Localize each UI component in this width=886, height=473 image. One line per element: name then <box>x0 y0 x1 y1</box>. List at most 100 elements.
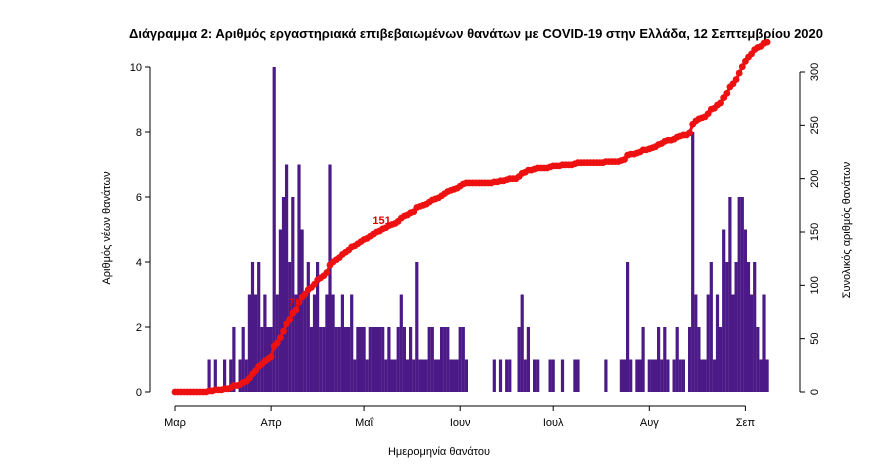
bar <box>281 197 286 392</box>
bar <box>272 67 276 392</box>
bar <box>223 359 227 392</box>
bar <box>229 359 233 392</box>
cumulative-point <box>763 38 771 46</box>
cumulative-point <box>323 269 331 276</box>
bar <box>533 359 537 392</box>
cumulative-point <box>267 353 275 361</box>
bar <box>244 359 248 392</box>
cumulative-point <box>735 69 743 77</box>
y2-tick-label: 200 <box>809 169 821 187</box>
bar <box>505 359 509 392</box>
bar <box>746 262 751 392</box>
y2-tick-label: 250 <box>809 116 821 134</box>
bar <box>536 359 540 392</box>
bar <box>629 359 633 392</box>
bar <box>694 294 698 392</box>
bar <box>371 327 375 392</box>
bar <box>294 294 298 392</box>
y-tick-label: 8 <box>136 127 142 139</box>
bar <box>635 359 639 392</box>
y2-tick-label: 150 <box>809 223 821 241</box>
bar <box>756 327 760 392</box>
bar <box>520 294 524 392</box>
cumulative-point <box>717 99 724 107</box>
bar <box>573 359 577 392</box>
bar <box>604 359 608 392</box>
y-tick-label: 2 <box>136 322 142 334</box>
bar <box>232 327 236 392</box>
bar <box>638 359 642 392</box>
bar <box>347 327 351 392</box>
bar <box>309 327 313 392</box>
x-tick-label: Ιουν <box>450 417 471 429</box>
chart-title: Διάγραμμα 2: Αριθμός εργαστηριακά επιβεβ… <box>129 26 823 41</box>
bar <box>697 327 701 392</box>
bar <box>353 359 357 392</box>
bar <box>350 294 354 392</box>
y-tick-label: 10 <box>130 62 142 74</box>
bar <box>436 359 441 392</box>
bar <box>551 359 555 392</box>
bar <box>461 327 465 392</box>
annotation-label: 302 <box>766 0 784 3</box>
bar <box>368 327 372 392</box>
bar <box>498 359 503 392</box>
annotation-label: 151 <box>372 215 390 227</box>
bar <box>421 359 425 392</box>
bar <box>319 327 323 392</box>
y2-tick-label: 0 <box>809 389 821 395</box>
bar <box>337 327 341 392</box>
bar <box>666 359 670 392</box>
bar <box>362 327 366 392</box>
bar <box>390 359 394 392</box>
annotation-label: 73 <box>289 297 301 309</box>
bar <box>409 327 413 392</box>
bar <box>626 262 630 392</box>
cumulative-point <box>277 334 284 341</box>
bar <box>288 262 292 392</box>
y2-tick-label: 100 <box>809 276 821 294</box>
bar <box>458 327 462 392</box>
bar <box>405 359 410 392</box>
bar <box>737 197 741 392</box>
bar <box>672 359 676 392</box>
bar <box>241 327 245 392</box>
bar <box>455 359 459 392</box>
bar <box>728 197 732 392</box>
bar <box>722 229 726 392</box>
bar <box>647 359 651 392</box>
bar <box>207 359 211 392</box>
bar <box>378 327 382 392</box>
bar <box>678 359 682 392</box>
bar <box>464 359 468 392</box>
bar <box>343 327 348 392</box>
x-tick-label: Απρ <box>261 417 282 429</box>
bar <box>700 359 704 392</box>
bar <box>576 359 580 392</box>
bar <box>328 164 332 392</box>
bar <box>334 327 338 392</box>
bar <box>548 359 552 392</box>
x-axis-label: Ημερομηνία θανάτου <box>388 446 490 458</box>
bar <box>427 327 431 392</box>
bar <box>331 294 335 392</box>
bar <box>303 294 307 392</box>
cumulative-point <box>292 306 300 314</box>
bar <box>691 132 695 392</box>
bar <box>743 229 747 392</box>
cumulative-point <box>738 63 746 71</box>
bar <box>675 327 679 392</box>
bar <box>762 294 766 392</box>
bar <box>681 359 685 392</box>
bar <box>374 327 379 392</box>
bar <box>412 359 416 392</box>
bar <box>706 294 710 392</box>
bar <box>340 294 344 392</box>
cumulative-point <box>723 89 731 97</box>
bar <box>322 327 326 392</box>
bar <box>263 294 267 392</box>
bar <box>325 294 329 392</box>
bar <box>449 359 453 392</box>
